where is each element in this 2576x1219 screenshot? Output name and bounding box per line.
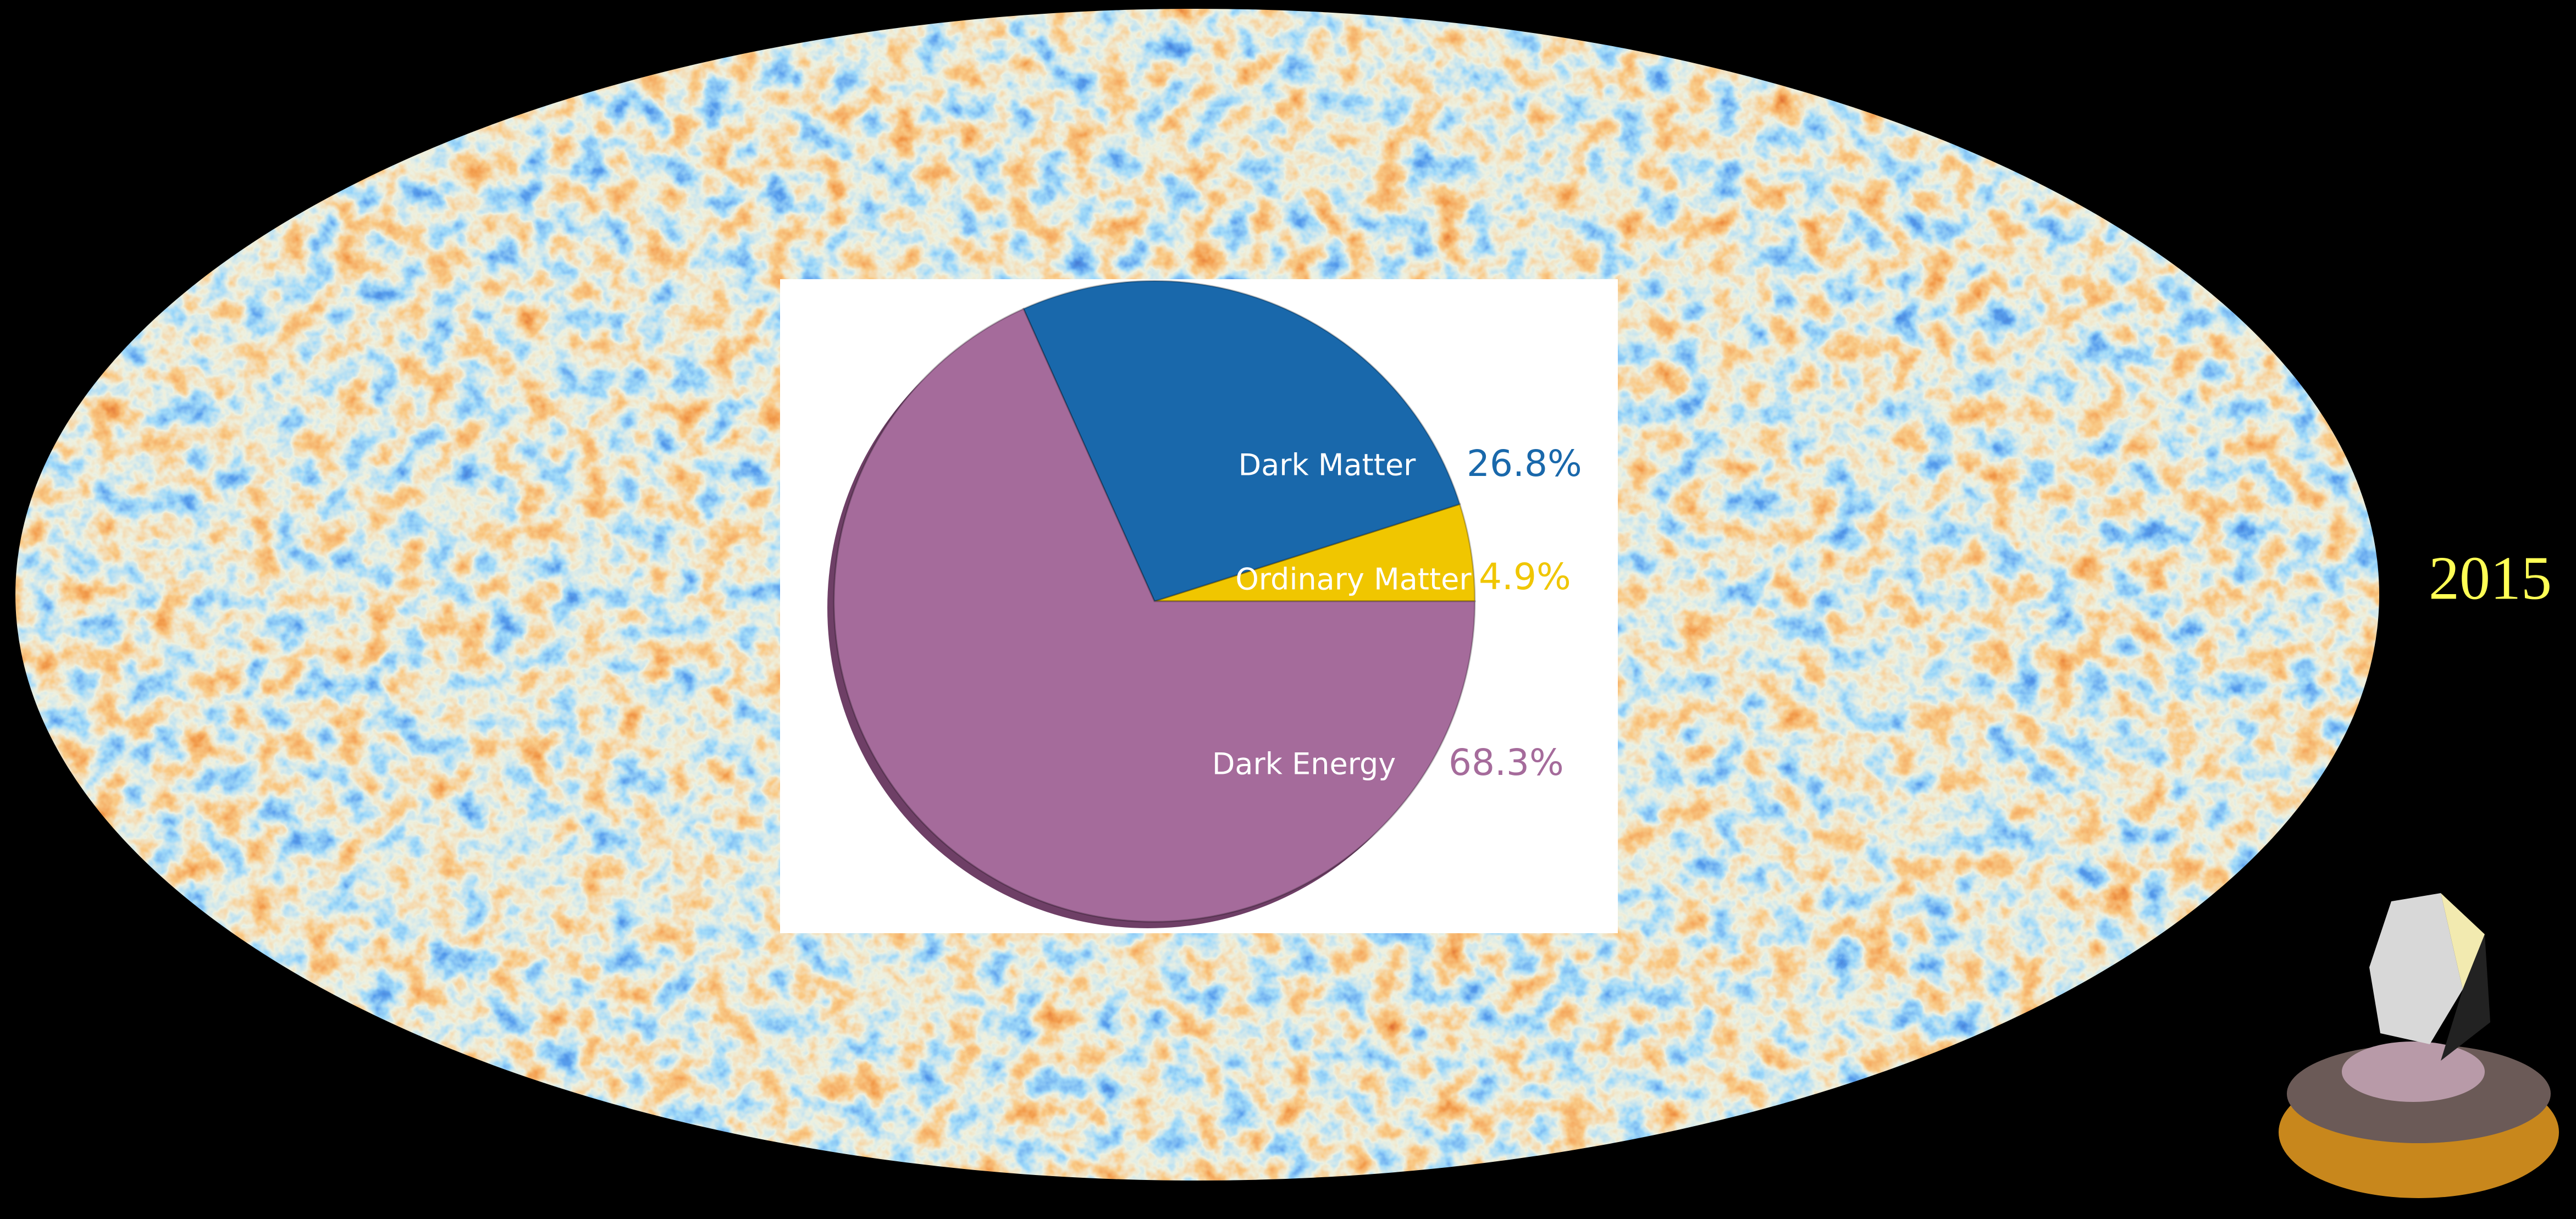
slice-label: Dark Energy [1212,747,1396,782]
value-label: 26.8% [1467,442,1582,485]
slice-label: Ordinary Matter [1235,562,1472,597]
base [2342,1041,2485,1102]
value-label: 4.9% [1479,556,1571,598]
pie-slice [1154,503,1476,602]
shield [2369,893,2463,1044]
year-label: 2015 [2429,545,2552,613]
mirror [2441,893,2485,989]
pie-slice [833,307,1476,923]
pie-slice [1022,280,1461,602]
value-label: 68.3% [1449,741,1564,784]
satellite-icon [2271,885,2559,1219]
pie: Ordinary Matter 4.9% Dark Matter 26.8% Dark … [833,280,1582,923]
baffle [2441,934,2490,1061]
slice-label: Dark Matter [1239,448,1417,483]
